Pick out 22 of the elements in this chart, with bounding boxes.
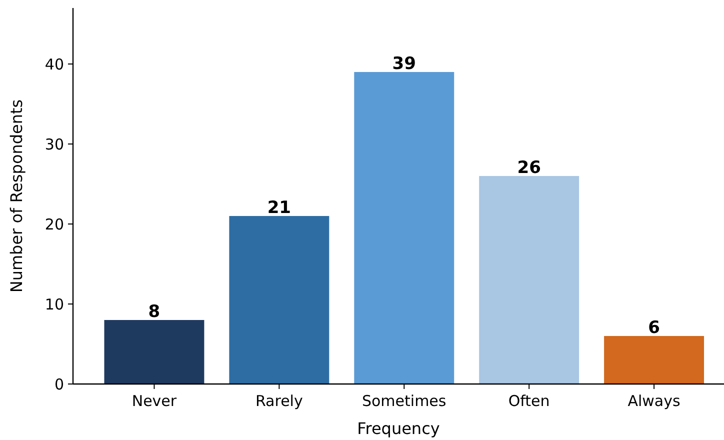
x-tick-label: Never (132, 392, 178, 410)
x-tick-label: Rarely (255, 392, 303, 410)
bar (229, 216, 330, 384)
x-tick-label: Sometimes (362, 392, 446, 410)
x-axis-title: Frequency (357, 419, 440, 438)
data-label: 21 (267, 198, 292, 218)
y-tick-label: 10 (44, 295, 64, 314)
bar (104, 320, 204, 384)
y-axis-title: Number of Respondents (7, 99, 26, 293)
bar (604, 336, 704, 384)
y-tick-label: 0 (54, 375, 64, 394)
y-tick-label: 30 (44, 135, 64, 154)
y-tick-label: 40 (44, 55, 64, 74)
data-label: 8 (148, 302, 160, 322)
data-label: 39 (392, 54, 416, 74)
data-label: 26 (517, 158, 541, 178)
bar (479, 176, 580, 384)
y-tick-label: 20 (44, 215, 64, 234)
bar (354, 72, 454, 384)
x-tick-label: Often (508, 392, 550, 410)
data-label: 6 (648, 318, 660, 338)
x-tick-label: Always (628, 392, 680, 410)
